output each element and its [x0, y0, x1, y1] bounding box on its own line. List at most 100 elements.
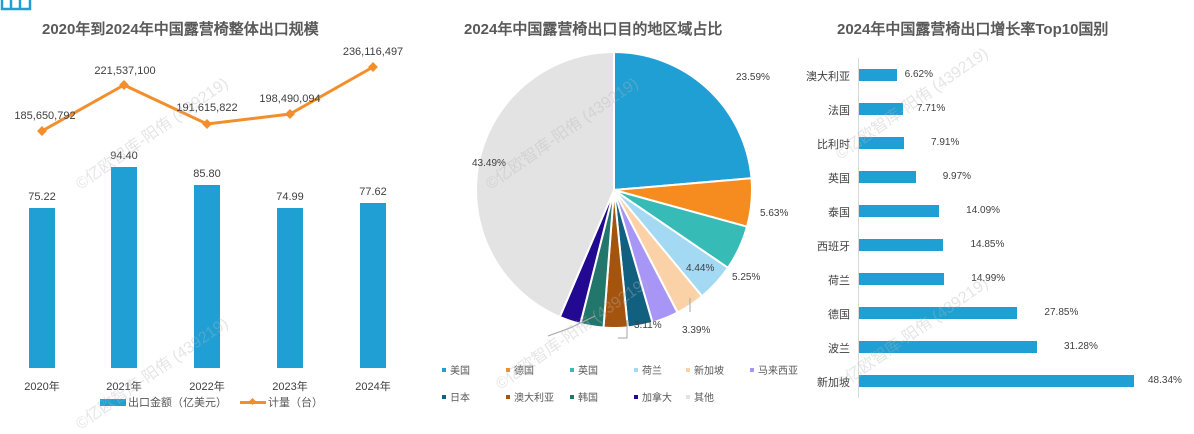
slice-value-label: 43.49% — [472, 158, 506, 169]
y-axis-line — [858, 58, 859, 398]
legend-item: 德国 — [506, 362, 534, 377]
legend-item: 新加坡 — [686, 362, 724, 377]
legend-bar-swatch — [100, 398, 126, 406]
bar-value-label: 6.62% — [904, 69, 934, 80]
bar-export-value — [111, 167, 137, 368]
slice-value-label: 23.59% — [736, 72, 770, 83]
legend-swatch — [750, 367, 754, 372]
legend-swatch — [506, 394, 510, 399]
legend-label: 美国 — [450, 366, 470, 377]
bar-export-value — [360, 202, 386, 368]
legend-swatch — [442, 394, 446, 399]
x-axis-label: 2021年 — [106, 381, 142, 393]
growth-bar — [859, 273, 945, 285]
growth-bar — [859, 239, 944, 251]
slice-value-label: 3.11% — [634, 320, 662, 331]
growth-bar — [859, 205, 940, 217]
y-axis-label: 泰国 — [828, 207, 850, 219]
legend-item-quantity: 计量（台） — [240, 394, 323, 410]
bar-value-label: 14.09% — [966, 205, 1001, 216]
line-value-label: 221,537,100 — [94, 65, 156, 77]
bar-value-label: 48.34% — [1148, 375, 1182, 386]
growth-bar — [859, 171, 916, 183]
legend-swatch — [570, 367, 574, 372]
line-value-label: 236,116,497 — [342, 46, 404, 58]
growth-bar — [859, 307, 1018, 319]
legend-label: 新加坡 — [694, 366, 724, 377]
legend-item: 韩国 — [570, 389, 598, 404]
quantity-line — [37, 62, 378, 136]
x-axis-label: 2023年 — [272, 381, 308, 393]
legend-swatch — [570, 394, 574, 399]
legend-swatch — [686, 394, 690, 399]
legend-swatch — [634, 394, 638, 399]
bar-value-label: 77.62 — [359, 185, 387, 198]
y-axis-label: 澳大利亚 — [806, 71, 850, 83]
growth-bar — [859, 375, 1134, 387]
pie-slice — [475, 50, 615, 319]
legend-label: 德国 — [514, 366, 534, 377]
slice-value-label: 5.25% — [732, 272, 761, 283]
y-axis-label: 荷兰 — [828, 275, 850, 287]
bar-value-label: 94.40 — [110, 150, 138, 162]
slice-value-label: 3.39% — [682, 325, 711, 336]
bar-value-label: 14.99% — [971, 273, 1006, 284]
y-axis-label: 法国 — [828, 105, 850, 117]
legend-label: 荷兰 — [642, 366, 662, 377]
legend-line-swatch — [240, 397, 266, 405]
y-axis-label: 新加坡 — [817, 377, 850, 389]
x-axis-label: 2022年 — [189, 381, 225, 393]
legend-swatch — [686, 367, 690, 372]
legend-label: 计量（台） — [268, 397, 323, 409]
destination-share-chart: 2024年中国露营椅出口目的地区域占比 23.59% 5.63% 5.25% 4.44… — [420, 0, 800, 408]
chart-title: 2020年到2024年中国露营椅整体出口规模 — [42, 21, 319, 38]
y-axis-label: 德国 — [828, 309, 850, 321]
legend-label: 澳大利亚 — [514, 393, 554, 404]
slice-value-label: 5.63% — [760, 208, 789, 219]
bar-value-label: 9.97% — [942, 171, 972, 182]
legend-item: 荷兰 — [634, 362, 662, 377]
logo-icon — [0, 0, 32, 11]
legend-swatch — [634, 367, 638, 372]
bar-value-label: 75.22 — [28, 190, 56, 203]
legend-swatch — [442, 367, 446, 372]
line-value-label: 191,615,822 — [176, 102, 238, 114]
bar-value-label: 27.85% — [1044, 307, 1079, 318]
line-value-label: 185,650,792 — [14, 110, 76, 122]
bar-export-value — [194, 185, 220, 368]
line-value-label: 198,490,094 — [259, 93, 321, 105]
slice-value-label: 4.44% — [686, 263, 715, 274]
legend-item: 澳大利亚 — [506, 389, 554, 404]
pie-slice — [613, 50, 753, 192]
export-scale-chart: 2020年到2024年中国露营椅整体出口规模 75.22 2020年 94.40 20… — [0, 0, 420, 410]
bar-value-label: 7.91% — [930, 137, 960, 148]
growth-bar — [859, 341, 1037, 353]
legend-marker-icon — [248, 397, 257, 405]
chart-title: 2024年中国露营椅出口目的地区域占比 — [464, 21, 723, 38]
y-axis-label: 西班牙 — [817, 241, 850, 253]
bar-value-label: 85.80 — [193, 168, 221, 181]
legend-item: 马来西亚 — [750, 362, 798, 377]
legend-label: 其他 — [694, 393, 714, 404]
legend-item: 英国 — [570, 362, 598, 377]
growth-bar — [859, 69, 897, 81]
pie — [475, 50, 753, 339]
bar-export-value — [277, 208, 303, 368]
x-axis-label: 2024年 — [355, 381, 391, 393]
y-axis-label: 英国 — [828, 173, 850, 185]
bar-export-value — [29, 207, 55, 368]
y-axis-label: 波兰 — [828, 343, 850, 355]
legend-item: 加拿大 — [634, 389, 672, 404]
legend-item: 日本 — [442, 389, 470, 404]
legend-label: 韩国 — [578, 393, 598, 404]
bar-value-label: 74.99 — [276, 191, 304, 204]
legend-item-export-value: 出口金额（亿美元） — [100, 394, 227, 410]
bar-value-label: 7.71% — [916, 103, 946, 114]
legend-swatch — [506, 367, 510, 372]
legend-label: 出口金额（亿美元） — [128, 397, 227, 409]
y-axis-label: 比利时 — [817, 139, 850, 151]
bar-value-label: 14.85% — [970, 239, 1005, 250]
x-axis-label: 2020年 — [24, 381, 60, 393]
legend-label: 马来西亚 — [758, 366, 798, 377]
chart-title: 2024年中国露营椅出口增长率Top10国别 — [837, 21, 1109, 38]
